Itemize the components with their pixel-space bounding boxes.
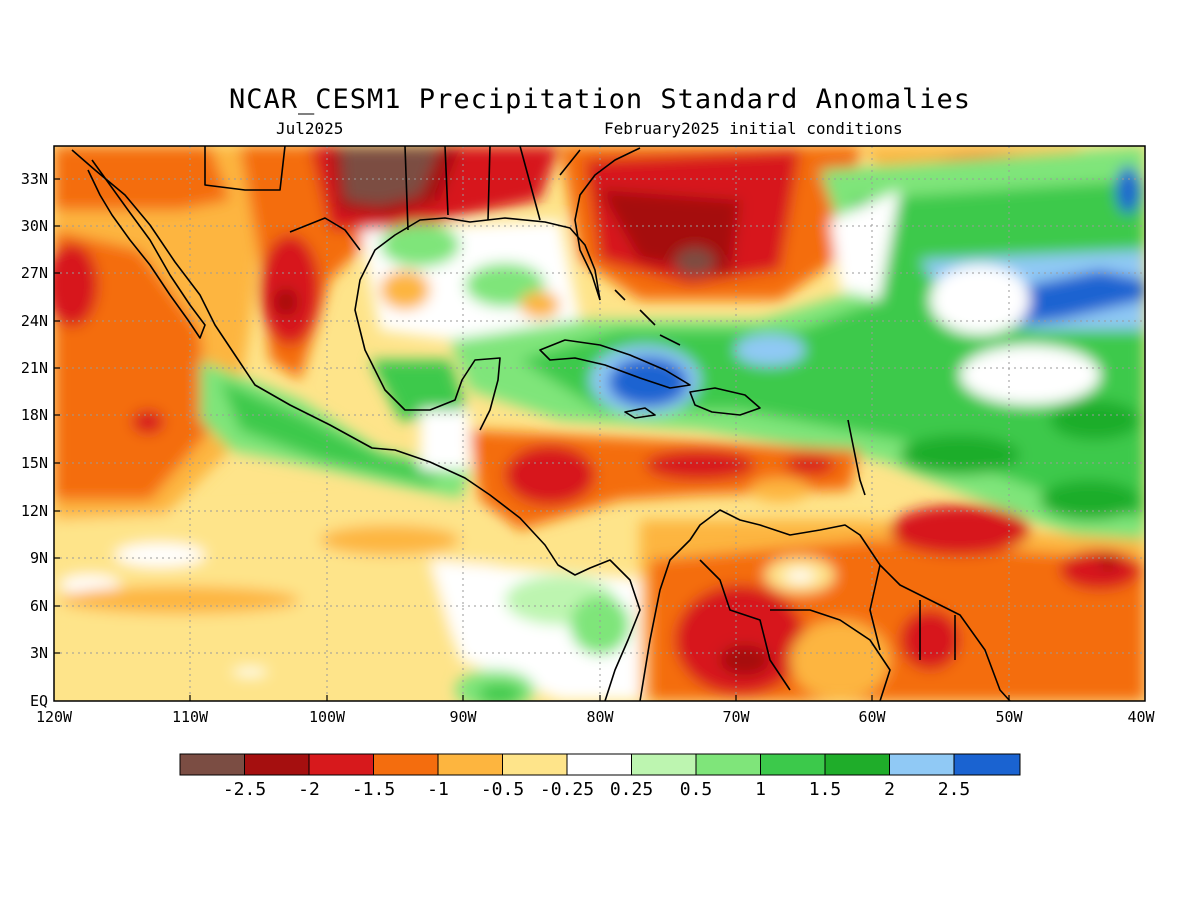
colorbar-label: 2 xyxy=(884,779,895,800)
colorbar-label: -1.5 xyxy=(352,779,395,800)
colorbar-label: -2.5 xyxy=(223,779,266,800)
colorbar-swatch xyxy=(502,753,568,776)
lat-label: 9N xyxy=(30,549,48,567)
colorbar-swatch xyxy=(566,753,632,776)
lat-label: 33N xyxy=(21,170,48,188)
colorbar-swatch xyxy=(695,753,761,776)
colorbar-swatch xyxy=(373,753,439,776)
colorbar-label: 1.5 xyxy=(809,779,842,800)
colorbar-swatch xyxy=(953,753,1021,776)
lat-label: 12N xyxy=(21,502,48,520)
initial-conditions: February2025 initial conditions xyxy=(604,119,903,138)
colorbar-swatch xyxy=(631,753,697,776)
colorbar-swatch xyxy=(437,753,503,776)
lat-axis: 33N 30N 27N 24N 21N 18N 15N 12N 9N 6N 3N… xyxy=(21,170,48,710)
lat-label: 15N xyxy=(21,454,48,472)
colorbar-label: -1 xyxy=(427,779,449,800)
lat-label: EQ xyxy=(30,692,48,710)
lat-label: 6N xyxy=(30,597,48,615)
lat-label: 3N xyxy=(30,644,48,662)
lon-label: 90W xyxy=(449,708,477,726)
colorbar-label: -0.25 xyxy=(540,779,594,800)
lat-label: 27N xyxy=(21,264,48,282)
lon-axis: 120W 110W 100W 90W 80W 70W 60W 50W 40W xyxy=(36,708,1156,726)
colorbar-labels: -2.5 -2 -1.5 -1 -0.5 -0.25 0.25 0.5 1 1.… xyxy=(223,779,970,800)
colorbar-label: 0.25 xyxy=(610,779,653,800)
axis-ticks xyxy=(54,178,1010,701)
colorbar-swatch xyxy=(824,753,890,776)
lon-label: 100W xyxy=(309,708,346,726)
lon-label: 70W xyxy=(722,708,750,726)
lon-label: 50W xyxy=(995,708,1023,726)
colorbar-label: -0.5 xyxy=(481,779,524,800)
lon-label: 60W xyxy=(858,708,886,726)
lon-label: 40W xyxy=(1127,708,1155,726)
colorbar-label: 0.5 xyxy=(680,779,713,800)
map-title: NCAR_CESM1 Precipitation Standard Anomal… xyxy=(229,84,971,115)
colorbar-swatch xyxy=(760,753,826,776)
lon-label: 80W xyxy=(586,708,614,726)
forecast-month: Jul2025 xyxy=(276,119,344,138)
graticule xyxy=(54,146,1145,701)
colorbar-swatch xyxy=(308,753,374,776)
lon-label: 120W xyxy=(36,708,73,726)
colorbar-label: 1 xyxy=(755,779,766,800)
colorbar-swatch xyxy=(244,753,310,776)
anomaly-field xyxy=(54,146,1145,701)
lat-label: 24N xyxy=(21,312,48,330)
lat-label: 21N xyxy=(21,359,48,377)
lat-label: 30N xyxy=(21,217,48,235)
coastlines xyxy=(71,146,1011,701)
lat-label: 18N xyxy=(21,406,48,424)
colorbar-label: -2 xyxy=(298,779,320,800)
colorbar-label: 2.5 xyxy=(938,779,971,800)
colorbar-swatch xyxy=(179,753,245,776)
lon-label: 110W xyxy=(172,708,209,726)
colorbar xyxy=(179,753,1021,776)
colorbar-swatch xyxy=(889,753,955,776)
